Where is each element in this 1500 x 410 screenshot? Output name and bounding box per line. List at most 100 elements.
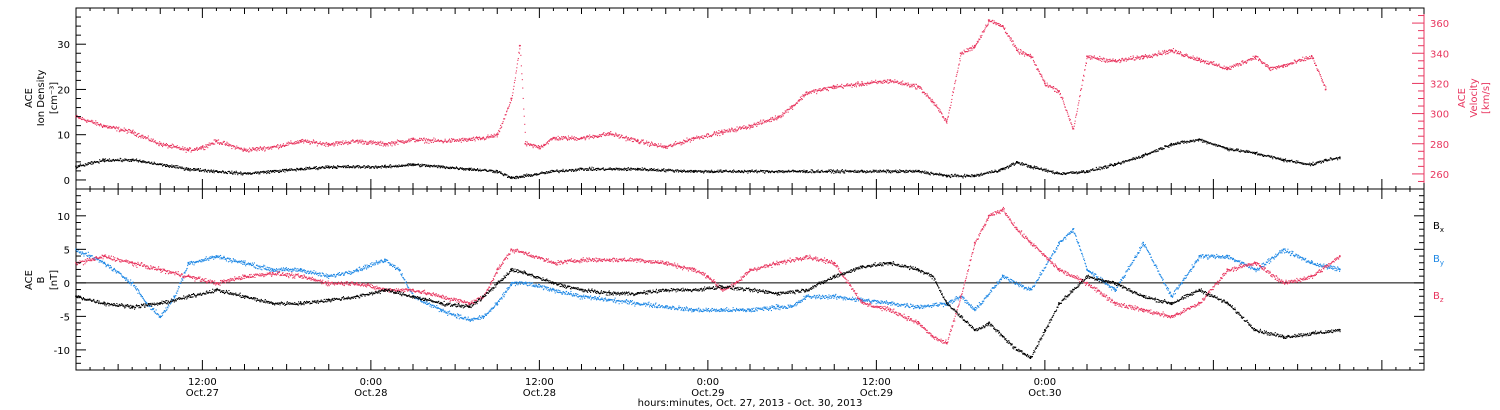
bottom-panel-data [75,206,1424,359]
density-point-11 [384,165,386,168]
by-point-12 [356,268,358,271]
density-point-0 [75,165,77,168]
bz-point-24 [693,268,695,271]
density-point-33 [1114,163,1116,165]
by-points [75,228,1341,322]
bz-point-36 [945,342,948,344]
velocity-point-19 [518,44,521,47]
velocity-point-53 [1226,67,1229,70]
bz-point-9 [327,282,330,284]
bx-point-42 [1058,302,1060,304]
velocity-point-20 [524,142,527,145]
by-point-44 [1086,268,1088,271]
density-points [75,138,1341,180]
velocity-point-54 [1254,55,1257,58]
by-point-52 [1310,261,1313,264]
bz-point-19 [552,261,555,264]
density-point-21 [693,170,695,172]
velocity-point-50 [1142,55,1144,58]
xtick-time-1: 0:00 [360,377,382,388]
bx-point-37 [987,322,990,324]
bz-point-2 [131,261,133,264]
bottom-left-ytick-label-4: 10 [57,212,70,223]
top-left-ylabel-line1: ACE [24,88,35,108]
bottom-left-ytick-label-3: 5 [64,245,70,256]
density-point-14 [468,167,470,170]
velocity-point-52 [1198,58,1201,61]
bx-point-36 [973,329,976,331]
top-right-ytick-label-0: 260 [1430,170,1449,181]
by-point-13 [384,258,386,261]
velocity-point-27 [693,136,695,139]
by-point-29 [749,308,751,311]
bx-point-46 [1142,295,1144,298]
bottom-left-ylabel-line1: ACE [24,270,35,290]
by-point-23 [580,295,583,298]
density-point-26 [945,174,948,177]
top-right-ytick-label-3: 320 [1430,79,1449,90]
xtick-date-3: Oct.29 [691,388,724,399]
velocity-point-38 [945,120,948,122]
xtick-date-1: Oct.28 [354,388,387,399]
density-point-28 [1002,167,1004,170]
density-point-1 [103,158,105,161]
xtick-time-4: 12:00 [862,377,891,388]
density-point-12 [412,163,414,165]
bx-points [75,261,1341,359]
by-point-45 [1114,288,1116,291]
bottom-left-ylabel-line2: B [36,276,47,283]
bz-point-31 [833,261,836,264]
velocity-point-41 [987,19,990,21]
by-point-30 [777,305,779,308]
velocity-point-33 [833,85,836,88]
by-point-20 [510,282,513,284]
bx-point-28 [805,288,807,291]
by-point-19 [496,302,498,304]
by-point-10 [299,268,302,271]
by-point-9 [271,268,274,271]
xtick-time-5: 0:00 [1034,377,1056,388]
bottom-left-ytick-label-2: 0 [64,279,70,290]
velocity-points [75,19,1327,153]
xtick-time-3: 0:00 [697,377,719,388]
legend-bx: Bx [1433,221,1444,234]
top-right-ytick-label-4: 340 [1430,49,1449,60]
bottom-left-ylabel-line3: [nT] [49,270,60,290]
velocity-point-17 [496,133,498,136]
top-right-ylabel-line2: Velocity [1469,78,1480,117]
top-left-ylabel-line2: Ion Density [36,70,47,127]
bx-point-1 [103,302,105,304]
top-left-ytick-label-2: 20 [57,85,70,96]
xtick-time-0: 12:00 [188,377,217,388]
bz-point-14 [468,302,470,304]
top-right-ylabel-line3: [km/s] [1481,82,1492,114]
by-point-18 [482,315,484,318]
xtick-date-0: Oct.27 [186,388,219,399]
by-point-39 [973,308,976,311]
bz-point-28 [749,268,751,271]
velocity-point-45 [1044,82,1046,85]
top-panel-data [75,19,1341,180]
velocity-point-23 [580,136,583,139]
bottom-left-ytick-label-1: -5 [60,312,70,323]
velocity-point-56 [1282,64,1285,67]
bz-point-6 [243,275,246,277]
density-point-20 [636,167,639,170]
bz-point-47 [1142,308,1144,311]
top-left-ytick-label-1: 10 [57,131,70,142]
top-left-ytick-label-3: 30 [57,40,70,51]
top-left-ytick-label-0: 0 [64,176,70,187]
bz-point-51 [1254,261,1257,264]
xtick-date-4: Oct.29 [860,388,893,399]
bx-point-17 [510,268,513,271]
bz-point-25 [707,275,709,277]
velocity-point-30 [777,115,779,118]
bz-point-34 [917,322,920,324]
top-right-ylabel-line1: ACE [1457,88,1468,108]
xtick-time-2: 12:00 [525,377,554,388]
bx-point-11 [384,288,386,291]
by-point-49 [1226,255,1229,257]
legend-bz: Bz [1433,291,1444,304]
